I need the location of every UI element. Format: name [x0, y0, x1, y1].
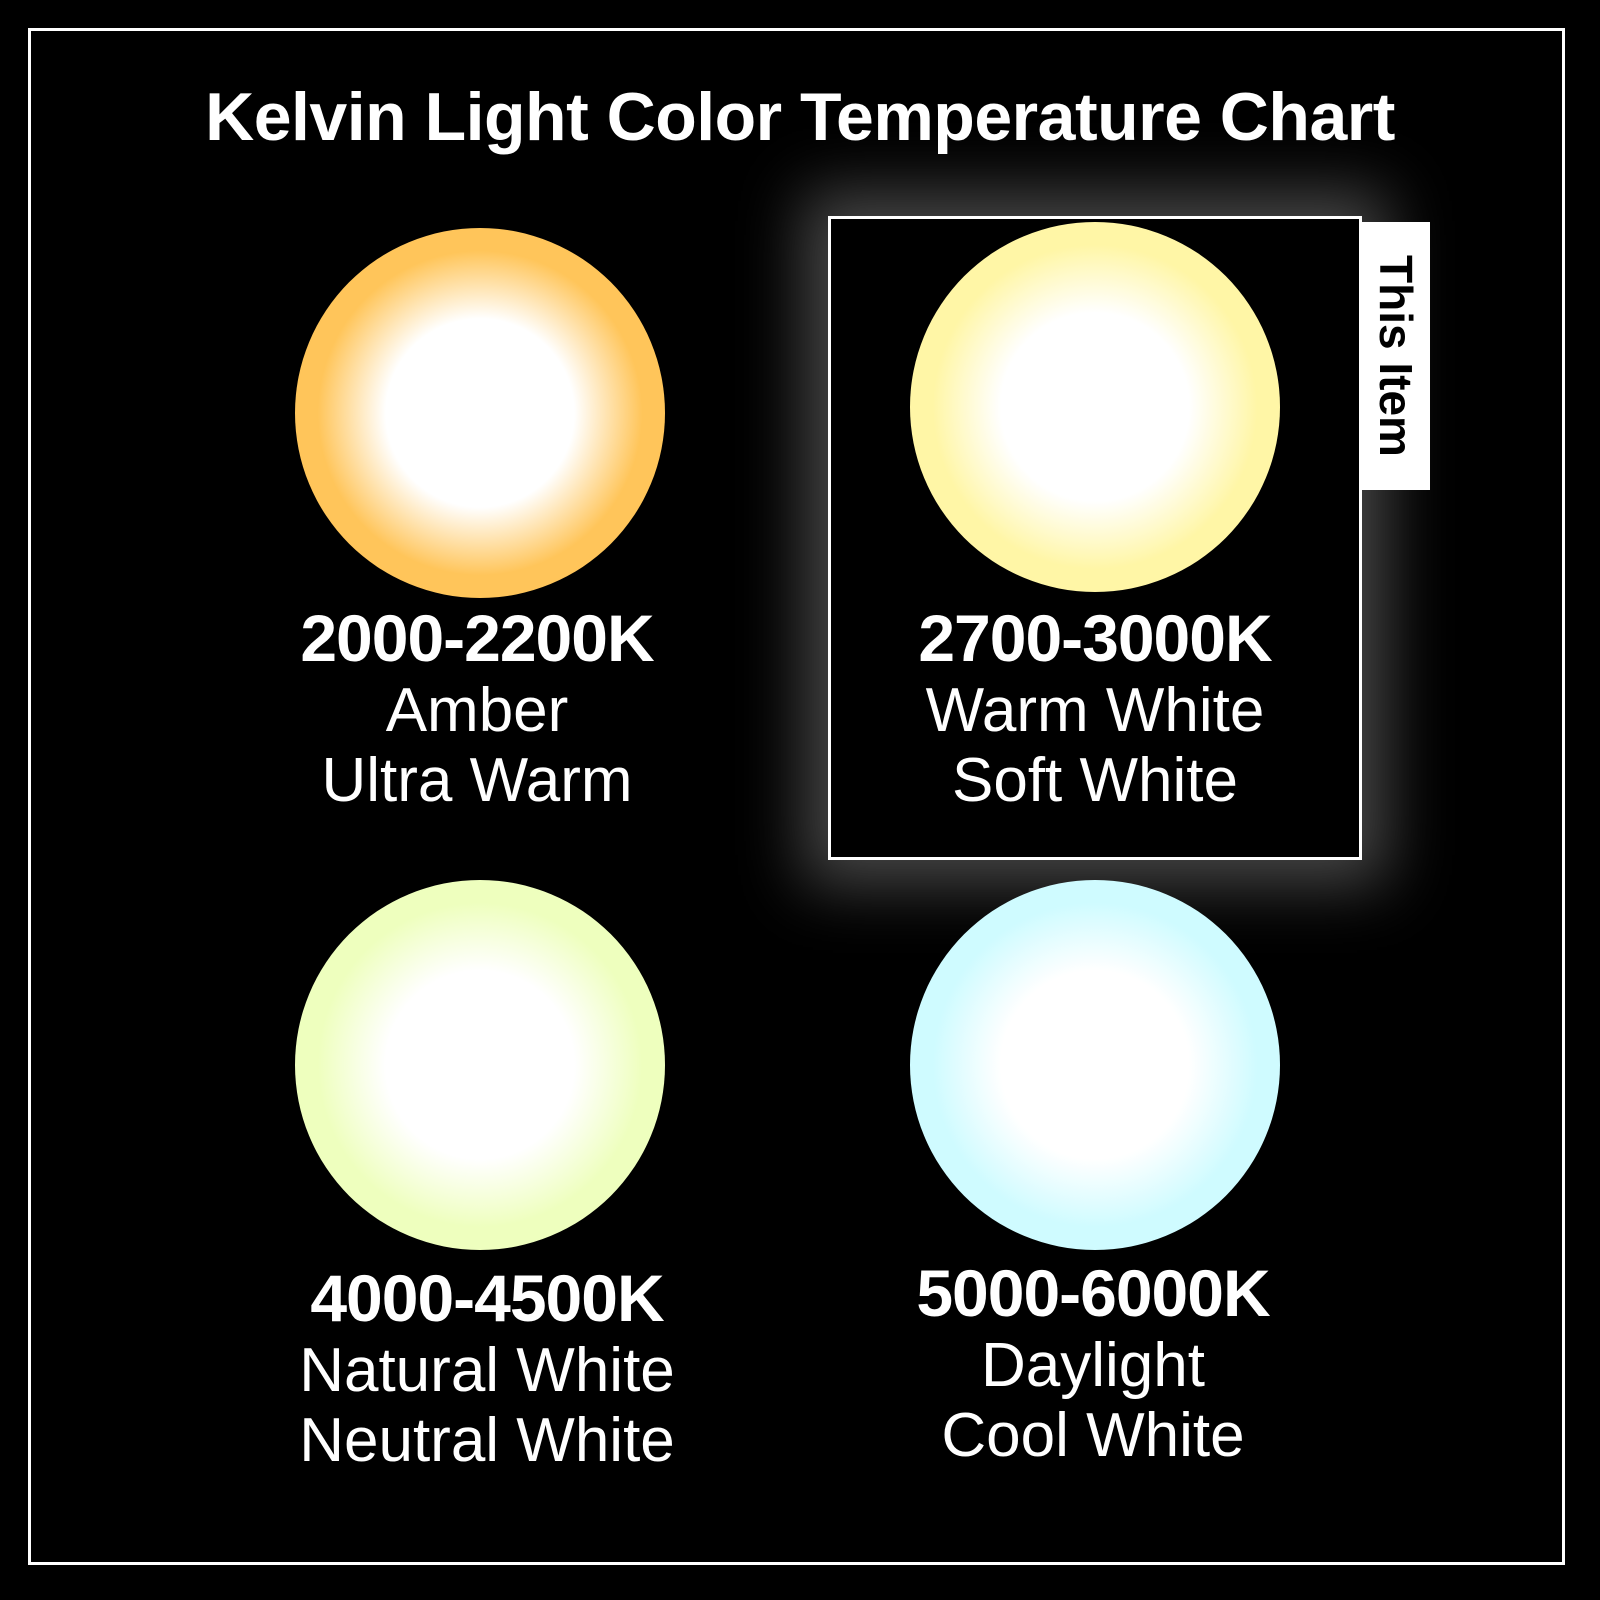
- name-label: Warm White: [925, 676, 1265, 745]
- name-label: Cool White: [941, 1401, 1245, 1470]
- this-item-label: This Item: [1370, 255, 1422, 457]
- outer-frame: [28, 28, 1565, 1565]
- warm-white-label-group: 2700-3000K Warm White Soft White: [795, 600, 1395, 816]
- name-label: Natural White: [299, 1336, 675, 1405]
- daylight-light-swatch: [910, 880, 1280, 1250]
- name-label: Neutral White: [299, 1406, 675, 1475]
- range-label: 5000-6000K: [916, 1256, 1270, 1330]
- range-label: 2700-3000K: [918, 601, 1272, 675]
- this-item-tag: This Item: [1362, 222, 1430, 490]
- natural-white-light-swatch: [295, 880, 665, 1250]
- chart-title: Kelvin Light Color Temperature Chart: [205, 79, 1395, 155]
- name-label: Ultra Warm: [321, 746, 633, 815]
- range-label: 2000-2200K: [300, 601, 654, 675]
- warm-white-light-swatch: [910, 222, 1280, 592]
- amber-light-swatch: [295, 228, 665, 598]
- name-label: Daylight: [981, 1331, 1205, 1400]
- amber-label-group: 2000-2200K Amber Ultra Warm: [177, 600, 777, 816]
- range-label: 4000-4500K: [310, 1261, 664, 1335]
- name-label: Soft White: [952, 746, 1238, 815]
- daylight-label-group: 5000-6000K Daylight Cool White: [793, 1255, 1393, 1471]
- natural-white-label-group: 4000-4500K Natural White Neutral White: [187, 1260, 787, 1476]
- name-label: Amber: [385, 676, 569, 745]
